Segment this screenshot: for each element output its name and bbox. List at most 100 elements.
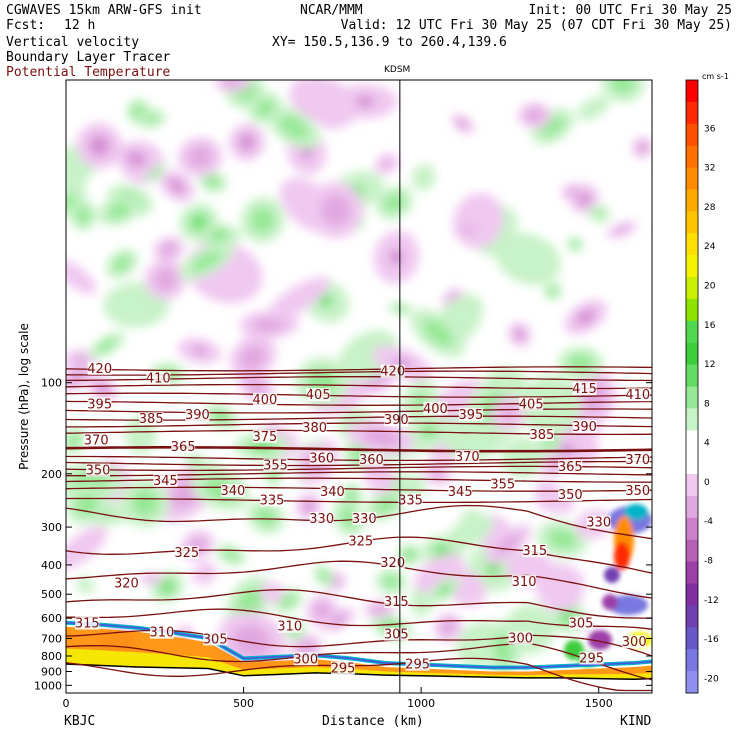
contour-label: 375 (252, 430, 277, 445)
contour-label: 330 (352, 512, 377, 527)
downdraft-core (613, 225, 631, 235)
colorbar-swatch (686, 277, 698, 300)
colorbar-swatch (686, 408, 698, 431)
theta-contour (66, 408, 652, 414)
colorbar-swatch (686, 320, 698, 344)
colorbar-swatch (686, 123, 698, 147)
contour-label-bg (75, 616, 100, 630)
theta-contour (66, 589, 652, 619)
colorbar-swatch (686, 386, 698, 409)
colorbar-label: 24 (704, 242, 716, 252)
updraft-core (191, 250, 223, 272)
updraft-core (610, 80, 635, 94)
downdraft-area (66, 526, 108, 569)
contour-label: 390 (185, 408, 210, 423)
velocity-extreme (614, 542, 630, 570)
organization: NCAR/MMM (300, 3, 363, 18)
updraft-core (113, 255, 131, 272)
contour-label-bg (569, 616, 593, 630)
contour-label: 300 (508, 632, 533, 647)
colorbar-swatch (686, 671, 698, 694)
colorbar-swatch (686, 649, 698, 672)
updraft-core (75, 206, 91, 224)
contour-label: 345 (153, 474, 178, 489)
model-title: CGWAVES 15km ARW-GFS init (6, 3, 202, 18)
downdraft-core (566, 186, 579, 196)
downdraft-core (525, 108, 544, 123)
updraft-peak (596, 211, 603, 217)
updraft-core (250, 207, 275, 233)
y-tick-label: 900 (41, 665, 62, 678)
colorbar-label: -4 (704, 517, 713, 527)
updraft-area (411, 163, 436, 191)
contour-label: 340 (320, 485, 345, 500)
contour-label-bg (309, 511, 334, 525)
colorbar-swatch (686, 342, 698, 366)
theta-contour (66, 497, 652, 504)
y-tick-label: 1000 (34, 679, 62, 692)
colorbar-swatch (686, 298, 698, 322)
contour-label-bg (114, 576, 139, 590)
contour-label-bg (252, 392, 277, 406)
station-marker-label: KDSM (384, 65, 411, 75)
updraft-core (374, 495, 398, 514)
y-tick-label: 100 (41, 377, 62, 390)
colorbar-swatch (686, 627, 698, 650)
downdraft-peak (130, 154, 143, 164)
contour-label-bg (625, 452, 650, 466)
updraft-peak (193, 217, 205, 228)
downdraft-core (320, 194, 351, 226)
y-tick-label: 600 (41, 612, 62, 625)
downdraft-peak (304, 503, 313, 511)
downdraft-area (534, 480, 562, 513)
theta-contour (66, 400, 652, 406)
contour-label-bg (398, 493, 423, 507)
colorbar-swatch (686, 189, 698, 212)
contour-label-bg (293, 652, 318, 666)
updraft-peak (405, 551, 413, 558)
updraft-core (96, 338, 117, 353)
contour-label: 420 (87, 362, 112, 377)
updraft-area (576, 95, 611, 121)
contour-label: 360 (309, 452, 334, 467)
contour-label: 325 (348, 535, 373, 550)
colorbar-label: -12 (704, 596, 719, 606)
contour-label: 310 (277, 620, 302, 635)
downdraft-peak (432, 472, 442, 478)
contour-label-bg (455, 450, 480, 463)
downdraft-core (440, 619, 456, 636)
contour-label-bg (87, 397, 112, 411)
updraft-core (255, 99, 275, 117)
y-axis-label: Pressure (hPa), log scale (17, 323, 31, 470)
contour-label-bg (625, 388, 650, 402)
contour-label-bg (153, 473, 178, 487)
downdraft-peak (579, 313, 593, 321)
contour-label-bg (529, 428, 554, 442)
updraft-area (76, 576, 95, 594)
contour-label-bg (146, 371, 171, 385)
velocity-extreme (604, 567, 620, 583)
contour-label-bg (519, 397, 544, 411)
updraft-core (131, 104, 146, 118)
updraft-area (399, 473, 426, 499)
downdraft-peak (459, 121, 467, 126)
x-tick-label: 1000 (407, 697, 435, 710)
contour-label: 325 (174, 546, 199, 561)
theta-contour (66, 486, 652, 492)
downdraft-core (222, 80, 243, 88)
contour-label-bg (622, 635, 647, 649)
contour-label: 395 (87, 397, 112, 412)
downdraft-peak (356, 96, 375, 107)
downdraft-peak (147, 577, 155, 581)
downdraft-core (297, 640, 316, 656)
updraft-core (67, 433, 81, 449)
left-endpoint-label: KBJC (64, 714, 96, 729)
contour-label-bg (625, 484, 650, 497)
forecast-label: Fcst: (6, 18, 46, 33)
contour-label: 310 (149, 626, 174, 641)
theta-contour (66, 366, 652, 372)
contour-label-bg (277, 619, 302, 633)
colorbar-swatch (686, 145, 698, 169)
contour-label-bg (423, 401, 448, 415)
theta-contour (66, 608, 652, 630)
